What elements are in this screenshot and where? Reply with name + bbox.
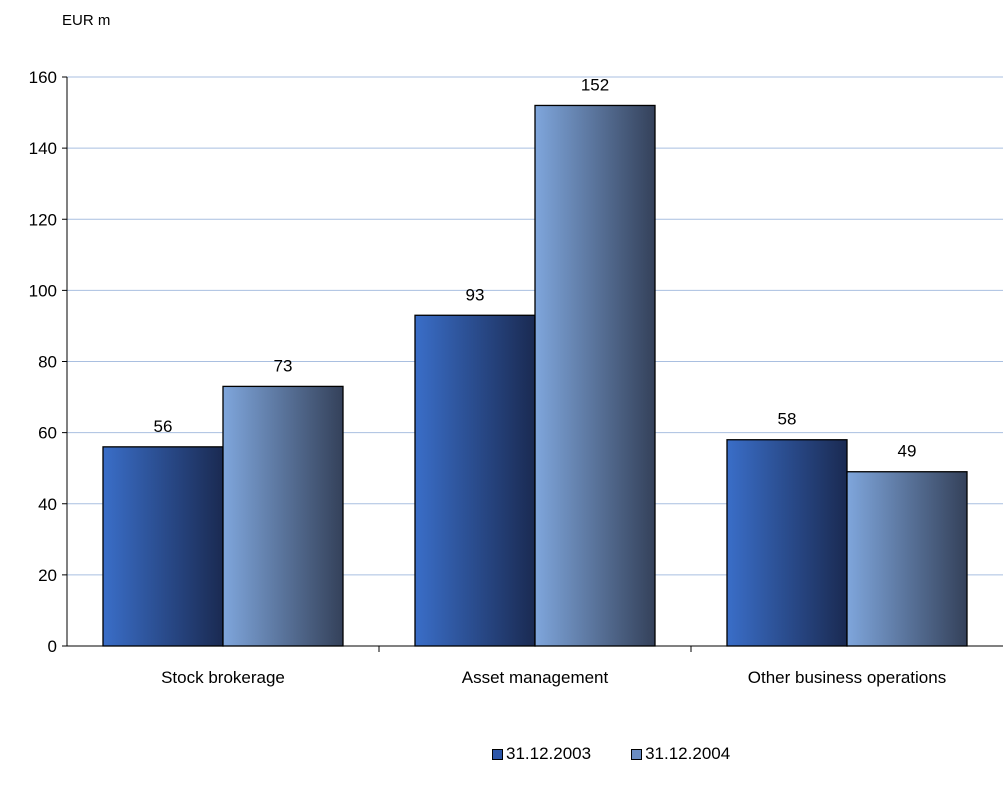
bar-2004: [534, 104, 656, 647]
legend-label-2003: 31.12.2003: [506, 744, 592, 763]
data-label: 152: [581, 75, 609, 94]
y-tick-label: 140: [29, 139, 57, 158]
bars: [102, 104, 968, 647]
y-tick-label: 60: [38, 424, 57, 443]
data-label: 56: [154, 417, 173, 436]
labels: 0 20 40 60 80 100 120 140 160 56 73 Stock brokerage…: [29, 68, 947, 687]
x-category-label: Stock brokerage: [161, 668, 285, 687]
legend-label-2004: 31.12.2004: [645, 744, 731, 763]
legend-swatch-2003: [492, 748, 503, 760]
y-tick-label: 40: [38, 495, 57, 514]
y-tick-label: 20: [38, 566, 57, 585]
y-tick-label: 120: [29, 210, 57, 229]
bar-2004: [846, 471, 968, 647]
legend-item-2003: 31.12.2003: [492, 744, 591, 764]
x-category-label: Other business operations: [748, 668, 946, 687]
data-label: 93: [466, 285, 485, 304]
y-tick-label: 80: [38, 353, 57, 372]
axes: [62, 76, 1003, 652]
y-axis-unit-label: EUR m: [62, 12, 111, 29]
legend: 31.12.2003 31.12.2004: [492, 744, 730, 764]
data-label: 49: [898, 442, 917, 461]
legend-swatch-2004: [631, 748, 643, 760]
bar-2003: [414, 314, 536, 647]
y-tick-label: 160: [29, 68, 57, 87]
data-label: 58: [778, 410, 797, 429]
bar-2004: [222, 385, 344, 647]
bar-2003: [726, 439, 848, 647]
bar-2003: [102, 446, 224, 647]
data-label: 73: [274, 356, 293, 375]
legend-item-2004: 31.12.2004: [631, 744, 730, 764]
x-category-label: Asset management: [462, 668, 609, 687]
y-tick-label: 0: [48, 637, 57, 656]
y-tick-label: 100: [29, 281, 57, 300]
